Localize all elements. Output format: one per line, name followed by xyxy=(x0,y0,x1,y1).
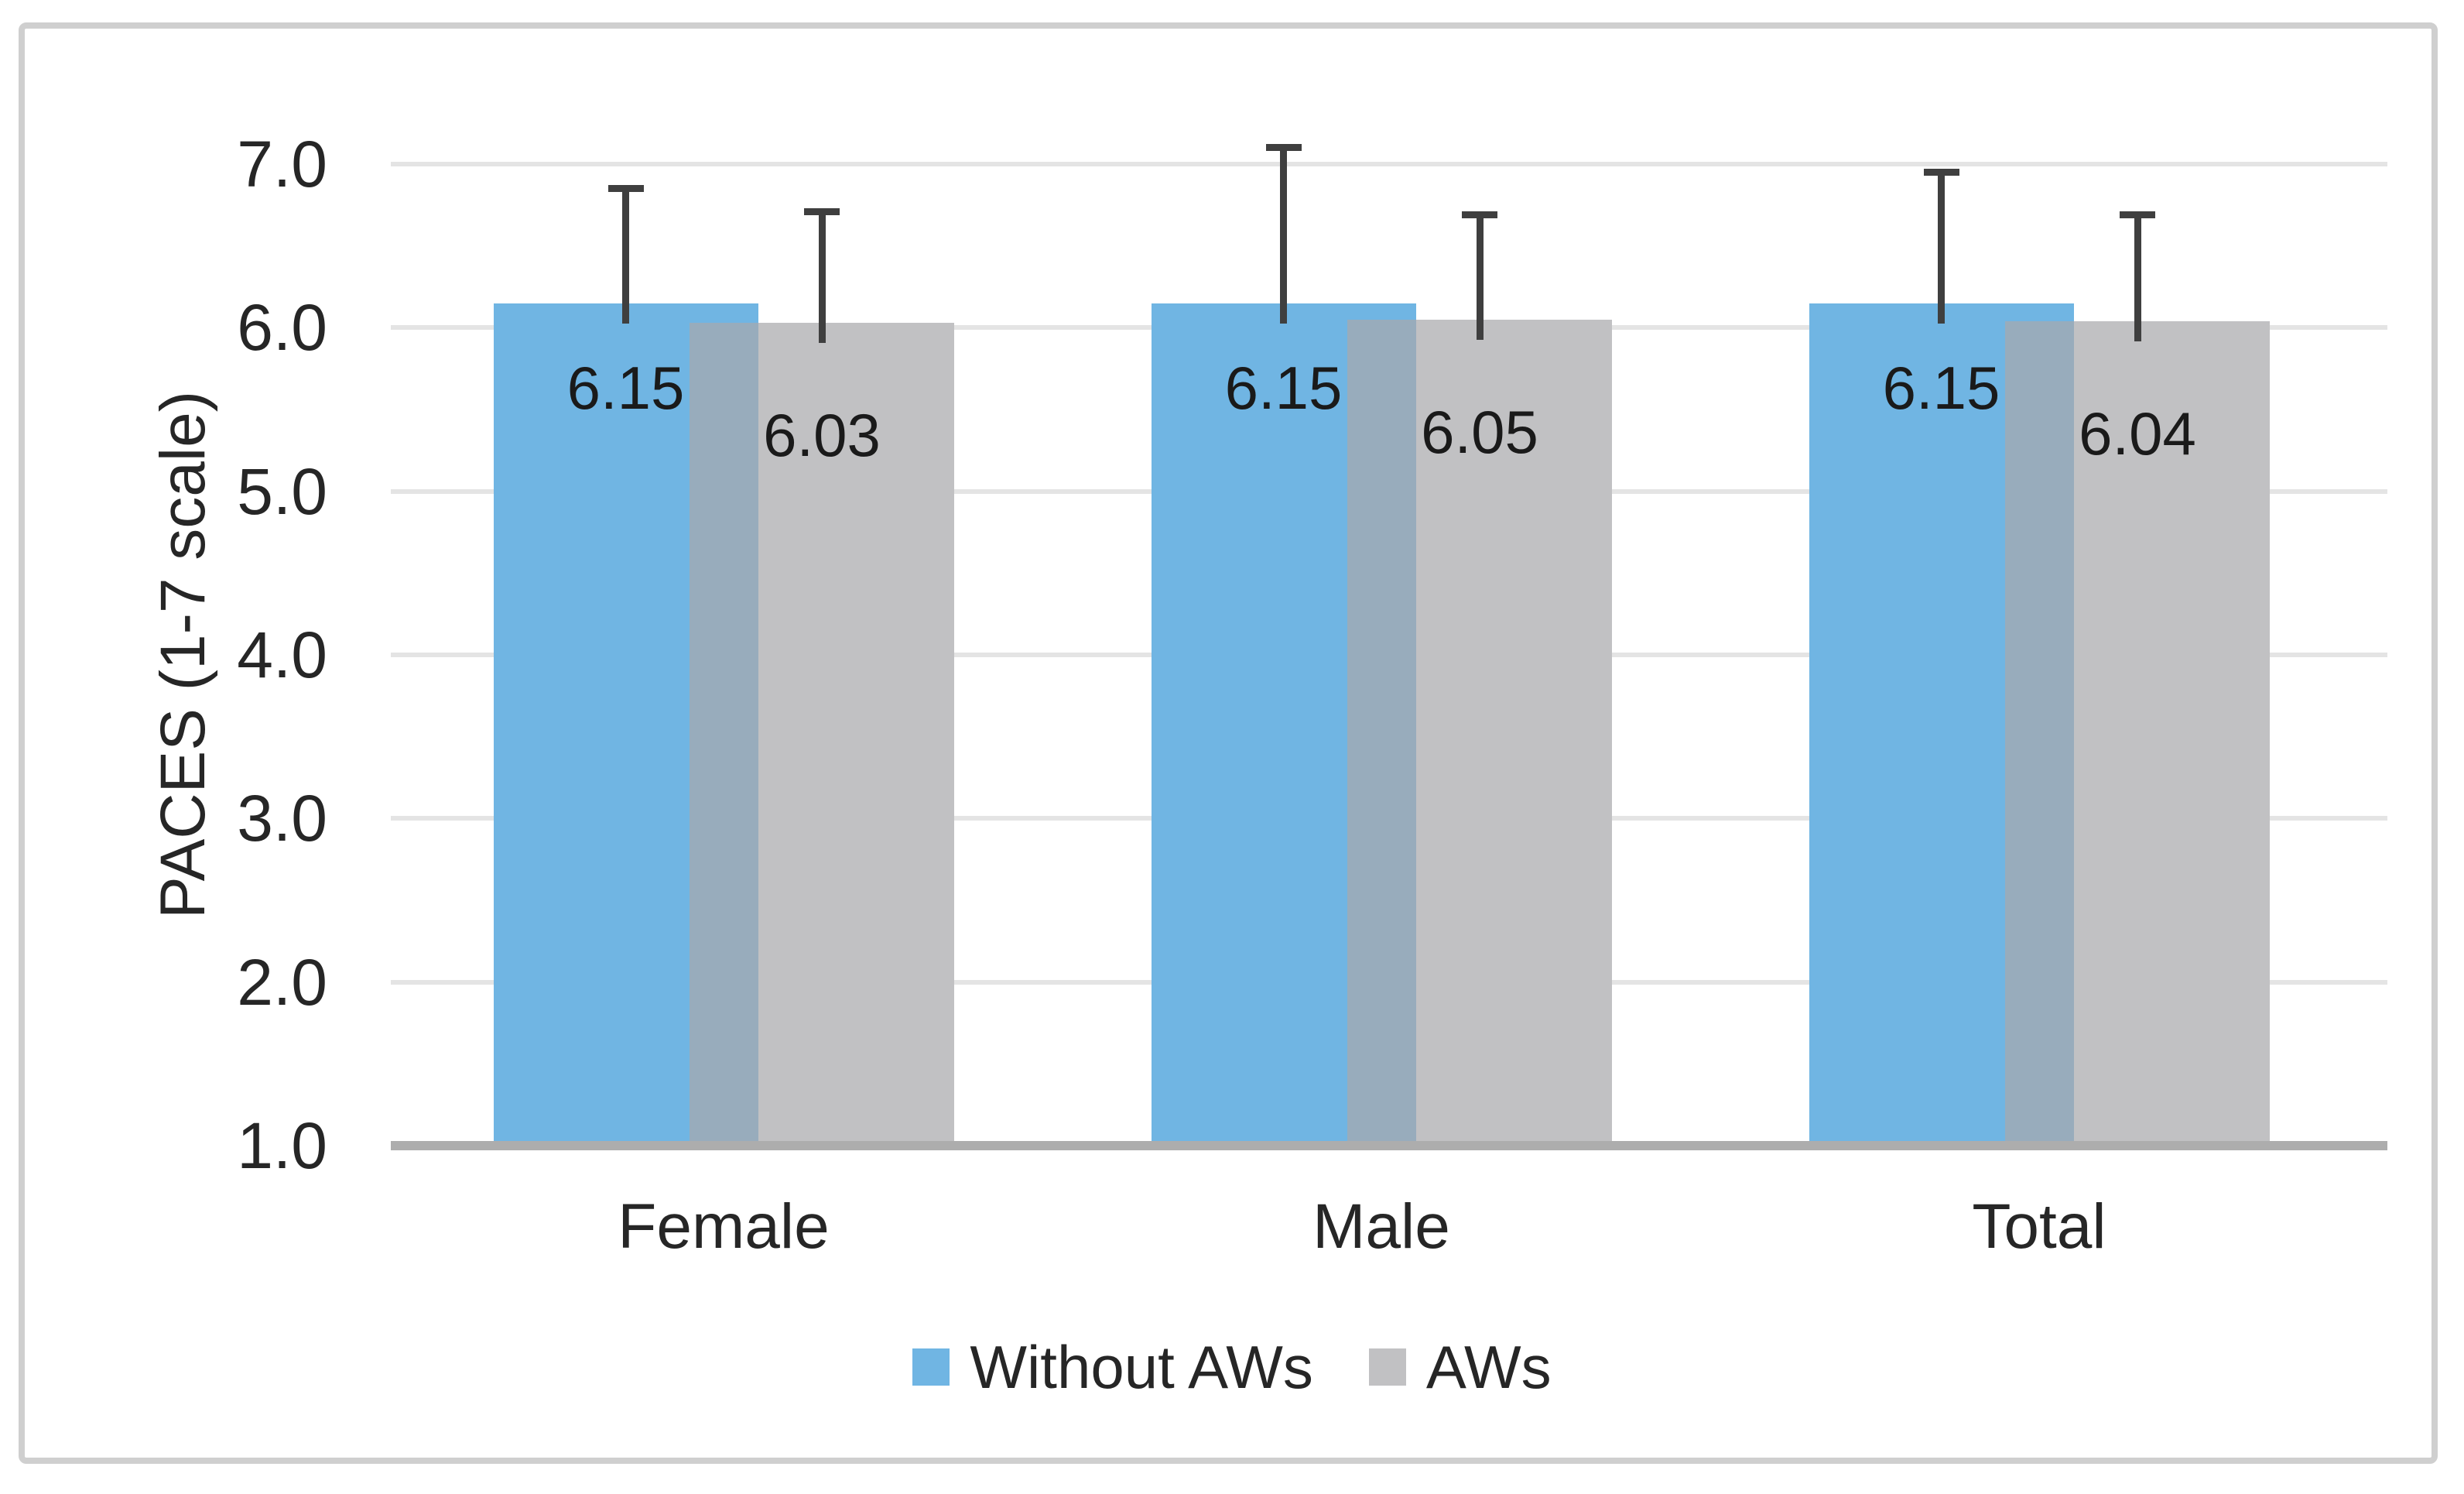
bar-overlap-region xyxy=(2005,320,2074,1146)
error-bar-stem xyxy=(622,188,629,324)
error-bar-cap xyxy=(1462,211,1497,218)
x-category-label: Female xyxy=(618,1191,830,1262)
bar-data-label: 6.04 xyxy=(2079,399,2196,468)
legend: Without AWs AWs xyxy=(0,1328,2464,1406)
error-bar-stem xyxy=(2134,214,2141,341)
y-tick-label: 2.0 xyxy=(237,945,327,1019)
legend-item: AWs xyxy=(1368,1328,1552,1406)
error-bar-cap xyxy=(804,207,840,215)
bar-data-label: 6.03 xyxy=(763,400,881,469)
legend-item: Without AWs xyxy=(912,1328,1313,1406)
y-tick-label: 6.0 xyxy=(237,291,327,365)
legend-swatch-icon xyxy=(1368,1348,1406,1386)
y-tick-label: 3.0 xyxy=(237,782,327,855)
bar-overlap-region xyxy=(1347,319,1416,1146)
legend-label: Without AWs xyxy=(970,1333,1313,1401)
error-bar-cap xyxy=(2120,211,2155,218)
error-bar-cap xyxy=(1265,144,1302,152)
y-tick-label: 4.0 xyxy=(237,619,327,691)
error-bar-stem xyxy=(1476,214,1484,340)
bar-overlap-region xyxy=(690,322,758,1146)
gridline xyxy=(391,162,2387,166)
error-bar-stem xyxy=(818,211,826,343)
bar-data-label: 6.05 xyxy=(1421,397,1538,466)
x-axis-line xyxy=(391,1141,2387,1150)
legend-label: AWs xyxy=(1425,1333,1552,1401)
x-category-label: Total xyxy=(1972,1191,2106,1262)
y-tick-label: 1.0 xyxy=(237,1109,327,1182)
x-category-label: Male xyxy=(1312,1191,1450,1262)
y-tick-label: 7.0 xyxy=(237,128,327,200)
error-bar-stem xyxy=(1938,172,1945,324)
bar-data-label: 6.15 xyxy=(566,353,685,422)
error-bar-cap xyxy=(1923,169,1959,176)
error-bar-cap xyxy=(607,185,644,193)
error-bar-stem xyxy=(1280,147,1287,324)
legend-swatch-icon xyxy=(912,1348,950,1386)
y-tick-label: 5.0 xyxy=(237,454,327,528)
bar-data-label: 6.15 xyxy=(1224,353,1343,422)
bar-data-label: 6.15 xyxy=(1882,353,2000,422)
